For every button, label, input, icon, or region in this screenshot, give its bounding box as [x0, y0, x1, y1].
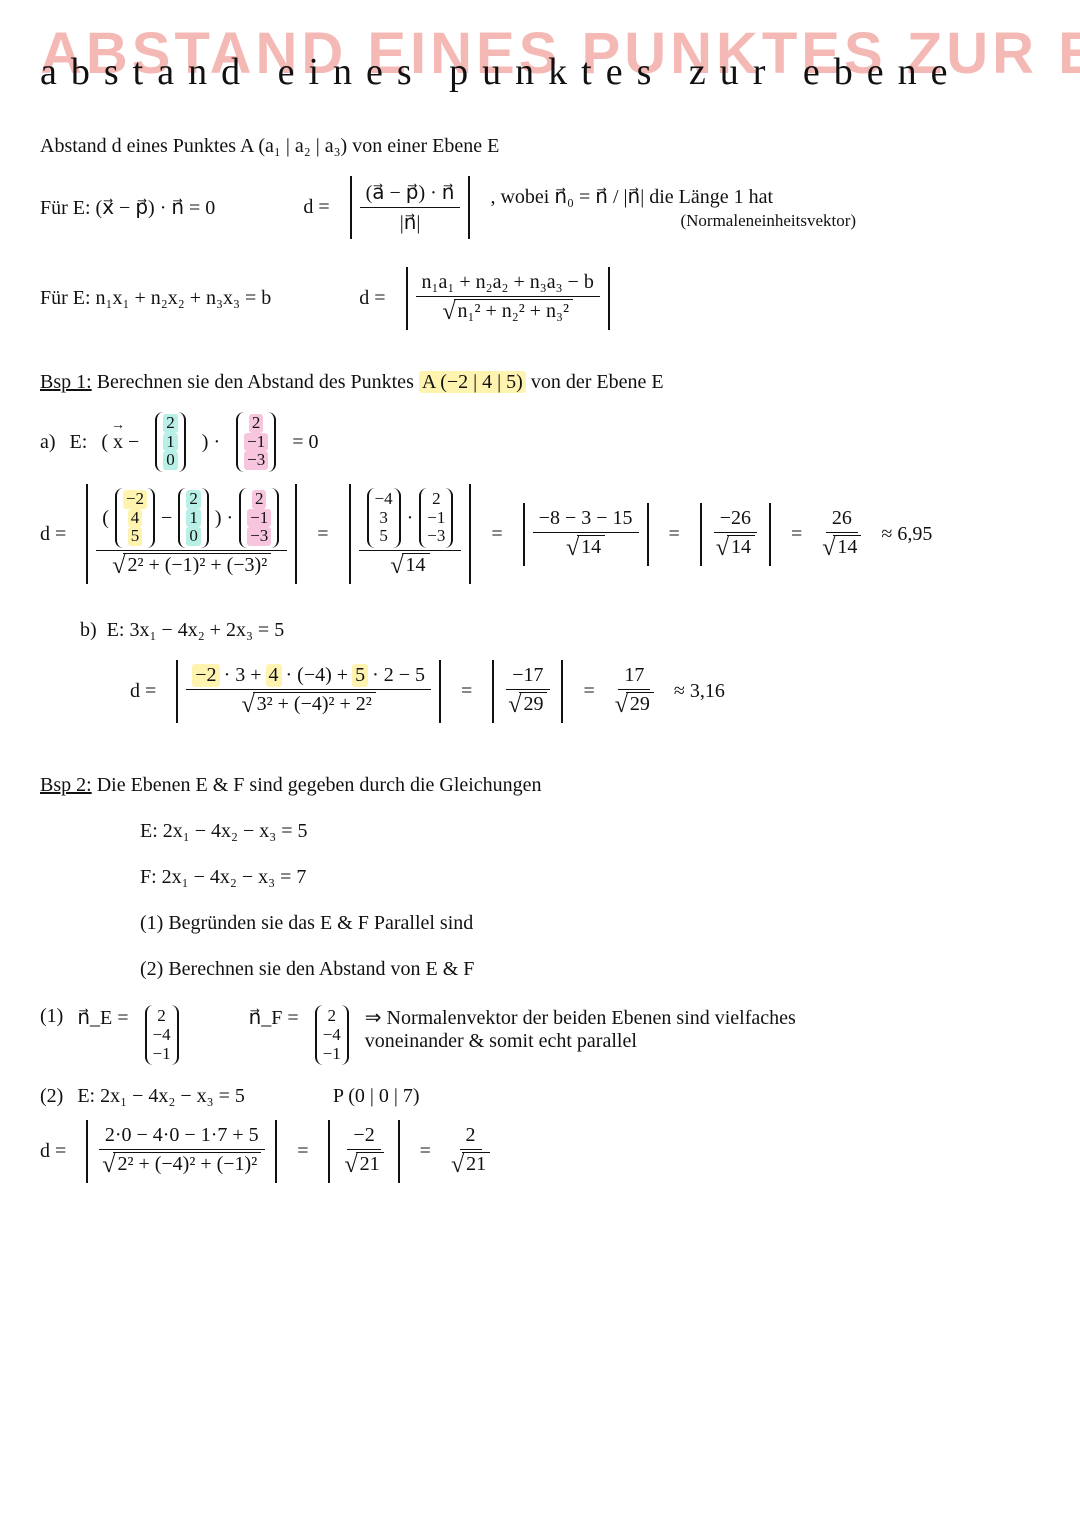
formula2-lhs: Für E: n₁x₁ + n₂x₂ + n₃x₃ = b: [40, 287, 271, 310]
formula-coordinate-form: Für E: n₁x₁ + n₂x₂ + n₃x₃ = b d = n₁a₁ +…: [40, 267, 1040, 330]
bsp1a-equation: a) E: ( x − 2 1 0 ) · 2 −1 −3 = 0: [40, 412, 1040, 472]
bsp1a-calculation: d = ( −2 4 5 − 2 1 0 ) · 2 −1 −3: [40, 484, 1040, 584]
bsp2-q1: (1) Begründen sie das E & F Parallel sin…: [140, 907, 1040, 939]
vector-n: 2 −1 −3: [236, 412, 276, 472]
d-equals: d =: [303, 196, 329, 219]
intro-line: Abstand d eines Punktes A (a₁ | a₂ | a₃)…: [40, 130, 1040, 162]
formula1-numerator: (a⃗ − p⃗) · n⃗: [360, 180, 461, 208]
vector-p: 2 1 0: [155, 412, 186, 472]
example2-heading: Bsp 2: Die Ebenen E & F sind gegeben dur…: [40, 769, 1040, 801]
formula1-denominator: |n⃗|: [394, 208, 427, 235]
bsp2-conclusion1: ⇒ Normalenvektor der beiden Ebenen sind …: [365, 1005, 845, 1053]
bsp1b-calculation: d = −2 · 3 + 4 · (−4) + 5 · 2 − 5 √3² + …: [130, 660, 1040, 723]
page-title: ABSTAND EINES PUNKTES ZUR EBENE abstand …: [40, 20, 1040, 110]
d-equals: d =: [359, 287, 385, 310]
bsp2-q2: (2) Berechnen sie den Abstand von E & F: [140, 953, 1040, 985]
bsp2-answer1: (1) n⃗_E = 2 −4 −1 n⃗_F = 2 −4 −1 ⇒ Norm…: [40, 1005, 1040, 1065]
bsp2-F: F: 2x₁ − 4x₂ − x₃ = 7: [140, 861, 1040, 893]
bsp2-answer2-head: (2) E: 2x₁ − 4x₂ − x₃ = 5 P (0 | 0 | 7): [40, 1085, 1040, 1108]
formula2-numerator: n₁a₁ + n₂a₂ + n₃a₃ − b: [416, 271, 600, 297]
bsp1b-equation: b) E: 3x₁ − 4x₂ + 2x₃ = 5: [80, 614, 1040, 646]
formula2-denominator: √n₁² + n₂² + n₃²: [436, 297, 579, 326]
formula1-note: , wobei n⃗₀ = n⃗ / |n⃗| die Länge 1 hat …: [490, 184, 856, 232]
title-foreground-text: abstand eines punktes zur ebene: [40, 50, 962, 94]
example1-heading: Bsp 1: Berechnen sie den Abstand des Pun…: [40, 366, 1040, 398]
formula-vector-form: Für E: (x⃗ − p⃗) · n⃗ = 0 d = (a⃗ − p⃗) …: [40, 176, 1040, 239]
bsp2-answer2-calc: d = 2·0 − 4·0 − 1·7 + 5 √2² + (−4)² + (−…: [40, 1120, 1040, 1183]
point-a-highlight: A (−2 | 4 | 5): [419, 371, 526, 393]
formula1-lhs: Für E: (x⃗ − p⃗) · n⃗ = 0: [40, 195, 215, 220]
bsp2-E: E: 2x₁ − 4x₂ − x₃ = 5: [140, 815, 1040, 847]
